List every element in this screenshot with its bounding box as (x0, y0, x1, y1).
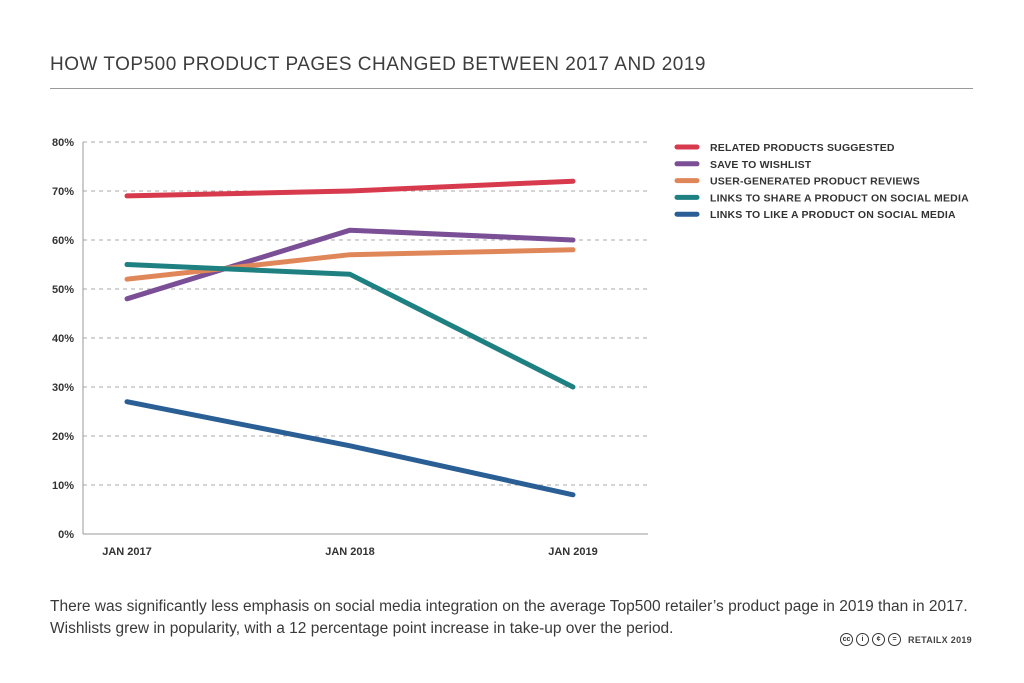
x-tick-label: JAN 2018 (325, 546, 375, 558)
chart-legend: RELATED PRODUCTS SUGGESTED SAVE TO WISHLI… (674, 142, 969, 221)
legend-label: RELATED PRODUCTS SUGGESTED (710, 142, 895, 154)
chart-title: HOW TOP500 PRODUCT PAGES CHANGED BETWEEN… (50, 54, 706, 75)
x-axis-ticks: JAN 2017 JAN 2018 JAN 2019 (102, 546, 598, 558)
creative-commons-icon: cc (840, 633, 854, 646)
legend-label: LINKS TO SHARE A PRODUCT ON SOCIAL MEDIA (710, 192, 969, 204)
legend-label: SAVE TO WISHLIST (710, 159, 812, 171)
legend-label: USER-GENERATED PRODUCT REVIEWS (710, 176, 920, 188)
series-line (124, 399, 576, 498)
y-tick-label: 20% (52, 431, 74, 443)
line-chart: 0%10%20%30%40%50%60%70%80% JAN 2017 JAN 2… (52, 137, 969, 558)
chart-axes (82, 142, 648, 535)
noncommercial-icon: ¢ (872, 633, 886, 646)
series-line (124, 227, 576, 302)
y-tick-label: 80% (52, 137, 74, 149)
y-tick-label: 0% (58, 529, 74, 541)
no-derivatives-icon: = (888, 633, 902, 646)
series-lines (124, 178, 576, 498)
y-tick-label: 10% (52, 480, 74, 492)
footer-brand: RETAILX 2019 (908, 634, 972, 645)
y-tick-label: 60% (52, 235, 74, 247)
footer: cc i ¢ = RETAILX 2019 (840, 633, 972, 646)
y-axis-ticks: 0% 10% 20% 30% 40% 50% 60% 70% 80% (52, 137, 74, 541)
series-line (124, 247, 576, 282)
x-tick-label: JAN 2017 (102, 546, 152, 558)
title-divider (50, 88, 973, 89)
series-line (124, 262, 576, 390)
y-tick-label: 50% (52, 284, 74, 296)
y-tick-label: 70% (52, 186, 74, 198)
chart-caption: There was significantly less emphasis on… (50, 598, 968, 637)
y-tick-label: 40% (52, 333, 74, 345)
y-tick-label: 30% (52, 382, 74, 394)
attribution-icon: i (856, 633, 870, 646)
series-line (124, 178, 576, 199)
legend-label: LINKS TO LIKE A PRODUCT ON SOCIAL MEDIA (710, 209, 956, 221)
x-tick-label: JAN 2019 (548, 546, 598, 558)
